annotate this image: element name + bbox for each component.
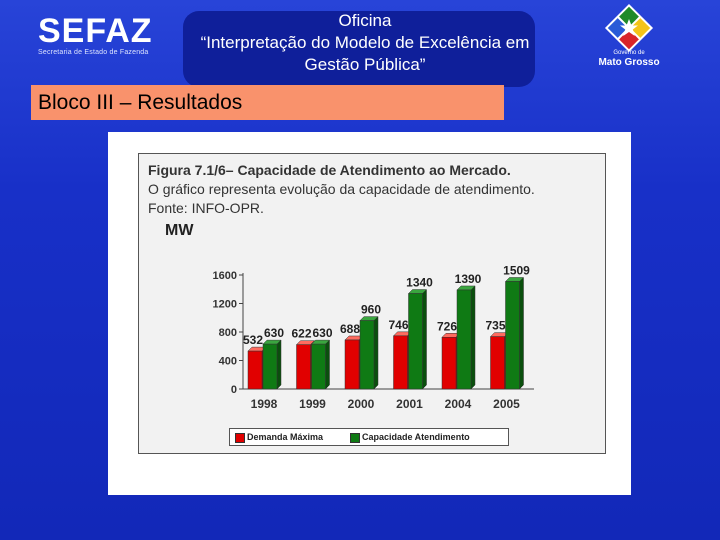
- bar-demand: [490, 336, 505, 390]
- data-label-demand: 532: [243, 333, 263, 347]
- bar-side-capacity: [422, 288, 427, 390]
- figure-description: O gráfico representa evolução da capacid…: [148, 181, 535, 197]
- data-label-demand: 726: [437, 319, 457, 333]
- data-label-demand: 622: [291, 327, 311, 341]
- data-label-capacity: 1509: [503, 263, 530, 277]
- legend-swatch-red: [235, 433, 245, 443]
- legend-swatch-green: [350, 433, 360, 443]
- data-label-capacity: 1340: [406, 276, 433, 290]
- title-line-3: Gestão Pública”: [304, 55, 426, 74]
- slide-title: Oficina “Interpretação do Modelo de Exce…: [150, 10, 580, 76]
- bar-demand: [296, 344, 311, 390]
- bar-capacity: [262, 343, 278, 390]
- logo-right-line-2: Mato Grosso: [598, 57, 660, 68]
- title-line-1: Oficina: [338, 11, 392, 30]
- data-label-capacity: 960: [361, 303, 381, 317]
- bar-capacity: [359, 320, 375, 390]
- y-tick-label: 800: [219, 327, 237, 339]
- y-tick-label: 0: [231, 384, 237, 396]
- y-tick-label: 1600: [213, 270, 237, 282]
- bar-capacity: [505, 281, 520, 390]
- mato-grosso-logo-icon: [604, 3, 654, 53]
- data-label-demand: 688: [340, 322, 360, 336]
- bar-side-capacity: [373, 315, 379, 390]
- title-line-2: “Interpretação do Modelo de Excelência e…: [200, 33, 530, 52]
- figure-source: Fonte: INFO-OPR.: [148, 200, 264, 216]
- bar-demand: [441, 337, 457, 390]
- sefaz-logo: SEFAZ Secretaria de Estado de Fazenda: [38, 14, 178, 58]
- x-tick-label: 2004: [445, 397, 472, 411]
- bar-capacity: [408, 293, 423, 390]
- sefaz-logo-subtitle: Secretaria de Estado de Fazenda: [38, 49, 149, 56]
- bar-capacity: [456, 289, 472, 390]
- bar-demand: [344, 339, 360, 390]
- x-tick-label: 1999: [299, 397, 326, 411]
- bar-side-capacity: [470, 285, 476, 390]
- data-label-capacity: 630: [312, 326, 332, 340]
- chart-legend: Demanda Máxima Capacidade Atendimento: [229, 428, 509, 446]
- sefaz-logo-text: SEFAZ: [38, 12, 153, 50]
- figure-title: Figura 7.1/6– Capacidade de Atendimento …: [148, 162, 511, 178]
- x-tick-label: 2005: [493, 397, 520, 411]
- bar-capacity: [311, 343, 326, 390]
- legend-label-demand: Demanda Máxima: [247, 432, 324, 442]
- mato-grosso-logo-text: Governo de Mato Grosso: [596, 50, 662, 68]
- bar-demand: [393, 335, 408, 390]
- bar-demand: [247, 350, 263, 390]
- legend-label-capacity: Capacidade Atendimento: [362, 432, 470, 442]
- data-label-demand: 746: [388, 318, 408, 332]
- x-tick-label: 2000: [348, 397, 375, 411]
- bar-side-capacity: [276, 339, 282, 390]
- y-tick-label: 400: [219, 356, 237, 368]
- bar-side-capacity: [519, 276, 524, 390]
- data-label-capacity: 630: [264, 326, 284, 340]
- section-header: Bloco III – Resultados: [31, 85, 504, 120]
- y-tick-label: 1200: [213, 299, 237, 311]
- bar-side-capacity: [325, 339, 330, 390]
- data-label-capacity: 1390: [455, 272, 482, 286]
- y-axis-unit: MW: [165, 222, 194, 239]
- x-tick-label: 2001: [396, 397, 423, 411]
- title-box: [183, 11, 535, 87]
- figure-frame: [138, 153, 606, 454]
- x-tick-label: 1998: [251, 397, 278, 411]
- logo-right-line-1: Governo de: [613, 50, 645, 56]
- data-label-demand: 735: [485, 319, 505, 333]
